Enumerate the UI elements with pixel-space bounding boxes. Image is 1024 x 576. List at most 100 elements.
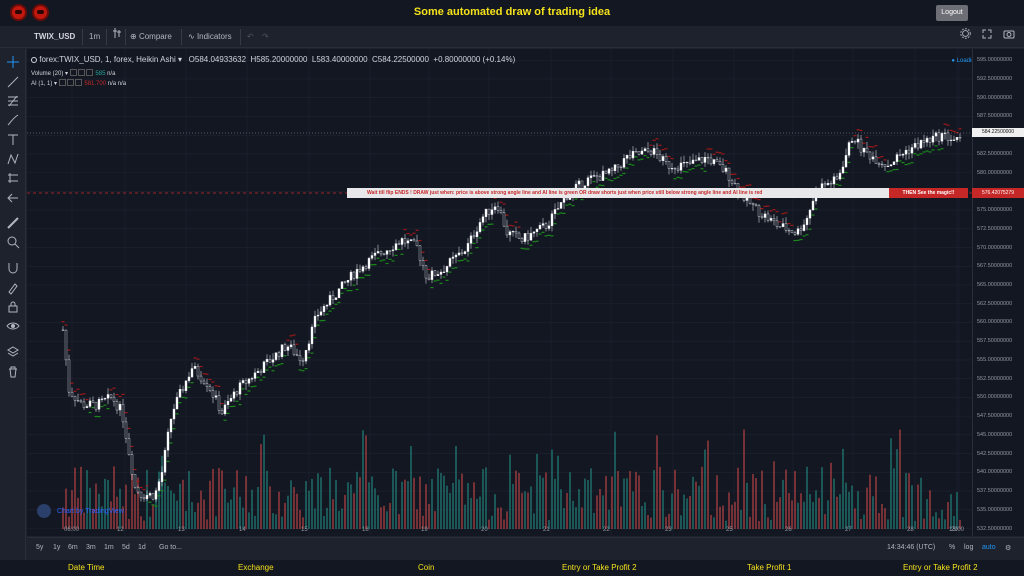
price-tick-label: 555.00000000 <box>977 356 1013 363</box>
price-tick-label: 552.50000000 <box>977 375 1013 382</box>
tradingview-widget: TWIX_USD 1m ⊕ Compare ∿ Indicators ↶ ↷ <box>0 26 1024 560</box>
indicators-label: Indicators <box>196 32 232 41</box>
range-1d[interactable]: 1d <box>138 544 146 551</box>
footer-take-profit-1: Take Profit 1 <box>747 563 792 572</box>
ai-legend: AI (1, 1) ▾ 581.700 n/a n/a <box>31 79 126 88</box>
scale-settings-icon[interactable]: ⚙ <box>1005 545 1012 552</box>
fullscreen-icon[interactable] <box>982 26 992 48</box>
logout-button[interactable]: Logout <box>936 5 968 21</box>
volume-legend-buttons[interactable] <box>69 69 94 78</box>
zoom-icon[interactable] <box>6 235 20 249</box>
compare-button[interactable]: ⊕ Compare <box>130 26 172 48</box>
chart-pane[interactable]: forex:TWIX_USD, 1, forex, Heikin Ashi ▾ … <box>27 49 1024 536</box>
time-tick-label: 25 <box>726 527 733 533</box>
price-tick-label: 572.50000000 <box>977 225 1013 232</box>
goto-button[interactable]: Go to... <box>159 544 182 551</box>
loading-indicator: ● Loading <box>951 58 978 64</box>
layers-icon[interactable] <box>6 345 20 359</box>
toolbar-divider <box>240 29 241 45</box>
price-tick-label: 550.00000000 <box>977 394 1013 401</box>
price-tick-label: 595.00000000 <box>977 57 1013 64</box>
redo-icon[interactable]: ↷ <box>262 32 269 41</box>
brush-icon[interactable] <box>6 113 20 127</box>
price-tick-label: 537.50000000 <box>977 488 1013 495</box>
footer-entry-tp2-b: Entry or Take Profit 2 <box>903 563 978 572</box>
range-1m[interactable]: 1m <box>104 544 114 551</box>
banner-text: Wait till flip ENDS ! DRAW just when: pr… <box>367 190 763 196</box>
magic-label: THEN See the magic!! <box>889 188 968 198</box>
screenshot-icon[interactable] <box>1003 26 1015 48</box>
price-tick-label: 565.00000000 <box>977 282 1013 288</box>
candlestick-chart[interactable] <box>27 49 972 536</box>
time-tick-label: 15 <box>301 527 308 533</box>
range-3m[interactable]: 3m <box>86 544 96 551</box>
top-bar: Some automated draw of trading idea Logo… <box>0 0 1024 26</box>
legend-symbol[interactable]: forex:TWIX_USD, 1, forex, Heikin Ashi <box>39 55 176 64</box>
lock-draw-icon[interactable] <box>6 281 20 295</box>
price-tick-label: 580.00000000 <box>977 169 1013 176</box>
price-tick-label: 547.50000000 <box>977 413 1013 420</box>
volume-legend: Volume (20) ▾ 585 n/a <box>31 69 115 78</box>
symbol-selector[interactable]: TWIX_USD <box>34 32 76 41</box>
fib-icon[interactable] <box>6 94 20 108</box>
bar-style-icon[interactable] <box>112 26 122 48</box>
price-scale[interactable]: 595.00000000 592.50000000 590.00000000 587.… <box>972 49 1024 536</box>
price-tick-label: 570.00000000 <box>977 244 1013 251</box>
time-tick-label: 27 <box>845 527 852 533</box>
chart-toolbar: TWIX_USD 1m ⊕ Compare ∿ Indicators ↶ ↷ <box>0 26 1024 48</box>
eye-icon[interactable] <box>6 319 20 333</box>
settings-icon[interactable] <box>960 26 971 48</box>
time-tick-label: 14 <box>239 527 246 533</box>
attribution-text: Chart by TradingView <box>56 507 124 515</box>
volume-legend-name[interactable]: Volume (20) <box>31 71 64 78</box>
volume-bars <box>62 429 961 529</box>
volume-legend-dropdown-icon[interactable]: ▾ <box>65 71 69 78</box>
percent-toggle[interactable]: % <box>949 544 956 551</box>
ai-legend-name[interactable]: AI (1, 1) <box>31 81 53 88</box>
legend-dropdown-icon[interactable]: ▾ <box>177 55 182 64</box>
page-title: Some automated draw of trading idea <box>413 6 611 18</box>
ai-legend-buttons[interactable] <box>58 79 83 88</box>
ai-legend-dropdown-icon[interactable]: ▾ <box>54 81 58 88</box>
brand-logo-icon-2 <box>32 4 49 21</box>
text-icon[interactable] <box>6 133 20 147</box>
time-tick-label: 13 <box>178 527 185 533</box>
crosshair-icon[interactable] <box>6 55 20 69</box>
price-tick-label: 560.00000000 <box>977 319 1013 326</box>
range-5y[interactable]: 5y <box>36 544 44 551</box>
ai-legend-value-3: n/a <box>117 81 127 88</box>
indicators-button[interactable]: ∿ Indicators <box>188 26 232 48</box>
pattern-icon[interactable] <box>6 152 20 166</box>
log-toggle[interactable]: log <box>964 544 974 551</box>
price-tick-label: 562.50000000 <box>977 300 1013 307</box>
ruler-icon[interactable] <box>6 216 20 230</box>
legend-close: C584.22500000 <box>371 55 429 64</box>
interval-selector[interactable]: 1m <box>89 32 101 41</box>
range-5d[interactable]: 5d <box>122 544 130 551</box>
ai-indicator-line <box>61 123 962 507</box>
trash-icon[interactable] <box>6 365 20 379</box>
magnet-icon[interactable] <box>6 261 20 275</box>
time-tick-label: 26 <box>785 527 792 533</box>
price-tick-label: 575.00000000 <box>977 207 1013 214</box>
time-tick-label: 29 <box>951 527 958 533</box>
ai-legend-value: 581.700 <box>84 81 107 88</box>
time-tick-label: 06:00 <box>64 527 80 533</box>
price-line-label: 576.42075279 <box>972 188 1024 198</box>
price-tick-label: 542.50000000 <box>977 450 1013 457</box>
auto-toggle[interactable]: auto <box>982 544 996 551</box>
tradingview-attribution[interactable]: Chart by TradingView <box>37 504 124 518</box>
time-tick-label: 12 <box>117 527 124 533</box>
undo-icon[interactable]: ↶ <box>247 32 254 41</box>
trend-line-icon[interactable] <box>6 75 20 89</box>
range-6m[interactable]: 6m <box>68 544 78 551</box>
price-tick-label: 535.00000000 <box>977 506 1013 513</box>
lock-icon[interactable] <box>6 300 20 314</box>
price-tick-label: 557.50000000 <box>977 338 1013 345</box>
footer-coin: Coin <box>418 563 435 572</box>
range-1y[interactable]: 1y <box>53 544 61 551</box>
back-arrow-icon[interactable] <box>6 191 20 205</box>
measure-icon[interactable] <box>6 171 20 185</box>
time-tick-label: 28 <box>907 527 914 533</box>
footer-exchange: Exchange <box>238 563 274 572</box>
